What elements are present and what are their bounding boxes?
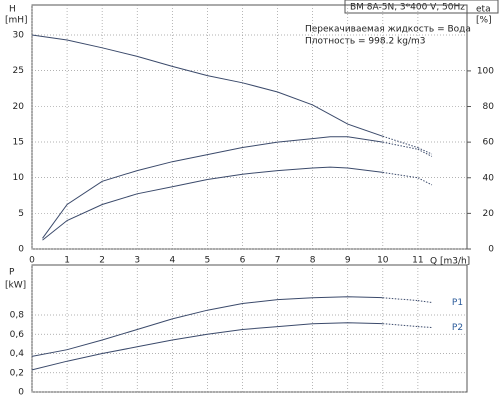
line-series [42, 166, 383, 241]
y2-axis-label: eta [476, 5, 491, 15]
y-tick-label: 10 [13, 173, 25, 183]
y-tick-label: 0,6 [10, 330, 25, 340]
y-tick-label: 0,2 [10, 368, 24, 378]
y2-tick-label: 0 [488, 245, 494, 255]
x-tick-label: 2 [99, 256, 105, 266]
line-connector [382, 135, 419, 149]
x-tick-label: 1 [64, 256, 70, 266]
y2-tick-label: 100 [477, 66, 494, 76]
x-tick-label: 9 [345, 256, 351, 266]
y-axis-unit: [mH] [5, 16, 28, 26]
line-series [31, 322, 383, 371]
line-series-extrapolated [417, 177, 433, 186]
y2-tick-label: 20 [483, 209, 495, 219]
title-box [344, 0, 499, 14]
x-tick-label: 10 [377, 256, 389, 266]
x-axis-label: Q [m3/h] [430, 257, 470, 267]
annotation: Плотность = 998.2 kg/m3 [305, 37, 426, 47]
y-tick-label: 0 [18, 388, 24, 398]
y-axis-label: H [9, 5, 16, 15]
y-tick-label: 0,8 [10, 311, 25, 321]
y2-tick-label: 40 [483, 173, 495, 183]
y-tick-label: 0 [18, 245, 24, 255]
y2-axis-unit: [%] [476, 16, 492, 26]
y2-tick-label: 80 [483, 102, 495, 112]
x-tick-label: 6 [240, 256, 246, 266]
y-tick-label: 15 [13, 137, 24, 147]
y-axis-unit: [kW] [5, 281, 26, 291]
line-series-extrapolated [417, 147, 433, 155]
y-tick-label: 5 [18, 209, 24, 219]
line-connector [382, 297, 418, 302]
x-tick-label: 11 [412, 256, 423, 266]
annotation: Перекачиваемая жидкость = Вода [305, 25, 471, 35]
series-label: P2 [452, 323, 463, 333]
line-series-extrapolated [417, 326, 432, 328]
line-series-extrapolated [417, 148, 433, 157]
line-connector [382, 323, 418, 328]
y-axis-label: P [9, 268, 15, 278]
y-tick-label: 25 [13, 66, 24, 76]
plot-frame [31, 4, 468, 250]
x-tick-label: 7 [275, 256, 281, 266]
line-series [31, 34, 383, 137]
x-tick-label: 8 [310, 256, 316, 266]
line-series [42, 136, 383, 239]
y-tick-label: 0,4 [10, 349, 25, 359]
y-tick-label: 30 [13, 30, 25, 40]
x-tick-label: 5 [205, 256, 211, 266]
y2-tick-label: 60 [483, 138, 495, 148]
line-connector [382, 171, 418, 179]
line-series-extrapolated [417, 300, 432, 303]
y-tick-label: 20 [13, 102, 25, 112]
x-tick-label: 4 [169, 256, 175, 266]
x-tick-label: 3 [134, 256, 140, 266]
series-label: P1 [452, 298, 463, 308]
chart-title: BM 8A-5N, 3*400 V, 50Hz [350, 3, 465, 13]
x-tick-label: 0 [29, 256, 35, 266]
line-series [31, 296, 383, 357]
